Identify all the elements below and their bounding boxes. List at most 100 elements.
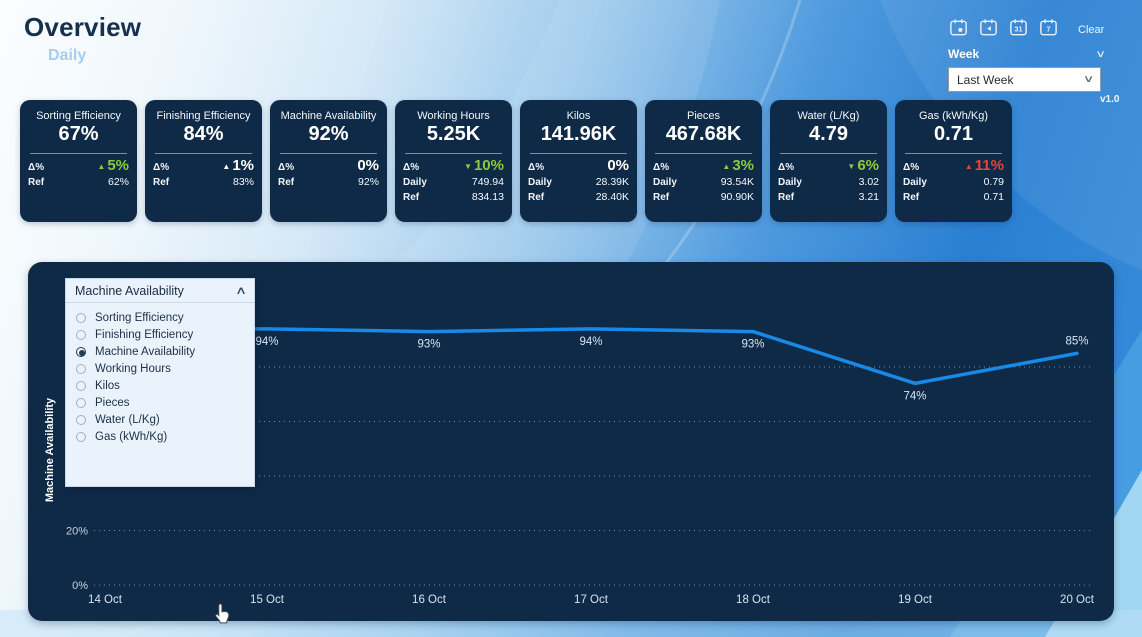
slicer-option-pieces[interactable]: Pieces — [66, 394, 254, 411]
kpi-divider — [280, 153, 377, 154]
kpi-divider — [155, 153, 252, 154]
radio-button[interactable] — [76, 346, 86, 357]
kpi-divider — [405, 153, 502, 154]
kpi-card-4[interactable]: Kilos 141.96K Δ% 0% Daily 28.39K Ref 28.40K — [520, 100, 637, 222]
kpi-row-value: 28.40K — [595, 191, 629, 203]
kpi-ref-row: Ref 0.71 — [903, 190, 1004, 205]
kpi-ref-row: Daily 0.79 — [903, 175, 1004, 190]
kpi-card-3[interactable]: Working Hours 5.25K Δ% ▼ 10% Daily 749.94 Ref 83… — [395, 100, 512, 222]
kpi-delta-row: Δ% ▲ 5% — [28, 158, 129, 175]
delta-arrow-icon: ▲ — [722, 162, 731, 171]
delta-label: Δ% — [903, 162, 920, 173]
slicer-option-water-l-kg-[interactable]: Water (L/Kg) — [66, 411, 254, 428]
slicer-option-finishing-efficiency[interactable]: Finishing Efficiency — [66, 326, 254, 343]
slicer-option-sorting-efficiency[interactable]: Sorting Efficiency — [66, 309, 254, 326]
clear-button[interactable]: Clear — [1078, 24, 1105, 36]
slicer-option-label: Machine Availability — [95, 345, 196, 358]
delta-arrow-icon: ▼ — [464, 162, 472, 171]
svg-text:15 Oct: 15 Oct — [250, 594, 285, 606]
slicer-option-kilos[interactable]: Kilos — [66, 377, 254, 394]
kpi-row-value: 28.39K — [595, 176, 629, 188]
radio-button[interactable] — [76, 431, 86, 442]
delta-label: Δ% — [153, 162, 170, 173]
kpi-card-2[interactable]: Machine Availability 92% Δ% 0% Ref 92% — [270, 100, 387, 222]
kpi-value: 467.68K — [665, 123, 742, 145]
kpi-ref-row: Ref 62% — [28, 175, 129, 190]
kpi-ref-row: Daily 93.54K — [653, 175, 754, 190]
kpi-row-label: Daily — [403, 177, 427, 188]
kpi-delta-value: ▲ 1% — [222, 157, 254, 174]
kpi-ref-row: Ref 90.90K — [653, 190, 754, 205]
slicer-option-gas-kwh-kg-[interactable]: Gas (kWh/Kg) — [66, 428, 254, 445]
kpi-row-value: 749.94 — [471, 176, 504, 188]
date-icon-row: 31 7 Clear — [948, 18, 1104, 42]
kpi-card-7[interactable]: Gas (kWh/Kg) 0.71 Δ% ▲ 11% Daily 0.79 Ref 0.71 — [895, 100, 1012, 222]
metric-slicer-selected: Machine Availability — [75, 283, 184, 298]
metric-slicer-options: Sorting Efficiency Finishing Efficiency Ma… — [66, 303, 254, 445]
slicer-option-machine-availability[interactable]: Machine Availability — [66, 343, 254, 360]
kpi-row-label: Daily — [528, 177, 552, 188]
delta-label: Δ% — [278, 162, 295, 173]
kpi-row-value: 62% — [107, 176, 129, 188]
kpi-row-label: Daily — [653, 177, 677, 188]
kpi-row-label: Ref — [153, 177, 170, 188]
calendar-today-icon[interactable] — [948, 17, 969, 43]
kpi-row-value: 92% — [357, 176, 379, 188]
svg-text:20 Oct: 20 Oct — [1060, 594, 1095, 606]
radio-button[interactable] — [76, 312, 86, 323]
svg-text:31: 31 — [1015, 25, 1023, 33]
week-dropdown[interactable]: Last Week ∨ — [948, 67, 1101, 92]
delta-label: Δ% — [403, 162, 420, 173]
kpi-row-label: Ref — [778, 192, 795, 203]
page-subtitle: Daily — [48, 47, 87, 64]
svg-text:93%: 93% — [417, 339, 440, 351]
kpi-card-6[interactable]: Water (L/Kg) 4.79 Δ% ▼ 6% Daily 3.02 Ref 3.21 — [770, 100, 887, 222]
kpi-delta-row: Δ% ▼ 10% — [403, 158, 504, 175]
kpi-delta-row: Δ% ▲ 11% — [903, 158, 1004, 175]
kpi-row-value: 90.90K — [720, 191, 754, 203]
kpi-row-value: 0.71 — [983, 191, 1004, 203]
kpi-delta-row: Δ% ▲ 1% — [153, 157, 254, 175]
kpi-value: 67% — [58, 123, 99, 145]
kpi-row-label: Ref — [403, 192, 420, 203]
kpi-delta-row: Δ% 0% — [528, 157, 629, 175]
calendar-previous-icon[interactable] — [978, 17, 999, 43]
kpi-card-5[interactable]: Pieces 467.68K Δ% ▲ 3% Daily 93.54K Ref 90.90K — [645, 100, 762, 222]
kpi-delta-value: 0% — [607, 157, 629, 174]
kpi-delta-row: Δ% 0% — [278, 158, 379, 175]
kpi-card-1[interactable]: Finishing Efficiency 84% Δ% ▲ 1% Ref 83% — [145, 100, 262, 222]
radio-button[interactable] — [76, 414, 86, 425]
kpi-row-label: Ref — [28, 177, 45, 188]
kpi-value: 5.25K — [426, 123, 481, 145]
kpi-card-0[interactable]: Sorting Efficiency 67% Δ% ▲ 5% Ref 62% — [20, 100, 137, 222]
kpi-value: 4.79 — [809, 123, 848, 145]
radio-button[interactable] — [76, 363, 86, 374]
kpi-ref-row: Daily 3.02 — [778, 175, 879, 190]
calendar-week-icon[interactable]: 7 — [1038, 17, 1059, 43]
kpi-row-value: 0.79 — [983, 176, 1004, 188]
metric-slicer-header[interactable]: Machine Availability ∧ — [66, 279, 254, 303]
week-slicer-header[interactable]: Week ∨ — [948, 46, 1106, 62]
kpi-title: Sorting Efficiency — [36, 110, 121, 122]
kpi-title: Gas (kWh/Kg) — [918, 110, 989, 122]
svg-text:19 Oct: 19 Oct — [898, 594, 933, 606]
kpi-divider — [655, 153, 752, 154]
radio-button[interactable] — [76, 380, 86, 391]
chevron-up-icon: ∧ — [234, 285, 248, 297]
svg-text:94%: 94% — [579, 336, 602, 348]
kpi-divider — [30, 153, 127, 154]
page-title: Overview — [24, 12, 142, 42]
svg-text:0%: 0% — [72, 580, 88, 592]
kpi-title: Pieces — [686, 110, 721, 122]
kpi-row-label: Ref — [653, 192, 670, 203]
kpi-divider — [905, 153, 1002, 154]
kpi-delta-row: Δ% ▼ 6% — [778, 158, 879, 175]
radio-button[interactable] — [76, 397, 86, 408]
calendar-month-icon[interactable]: 31 — [1008, 17, 1029, 43]
trend-chart-panel: Machine Availability 0%20%40%60%80%14 Oc… — [28, 262, 1114, 624]
kpi-ref-row: Daily 28.39K — [528, 175, 629, 190]
radio-button[interactable] — [76, 329, 86, 340]
slicer-option-working-hours[interactable]: Working Hours — [66, 360, 254, 377]
svg-text:20%: 20% — [66, 526, 88, 538]
